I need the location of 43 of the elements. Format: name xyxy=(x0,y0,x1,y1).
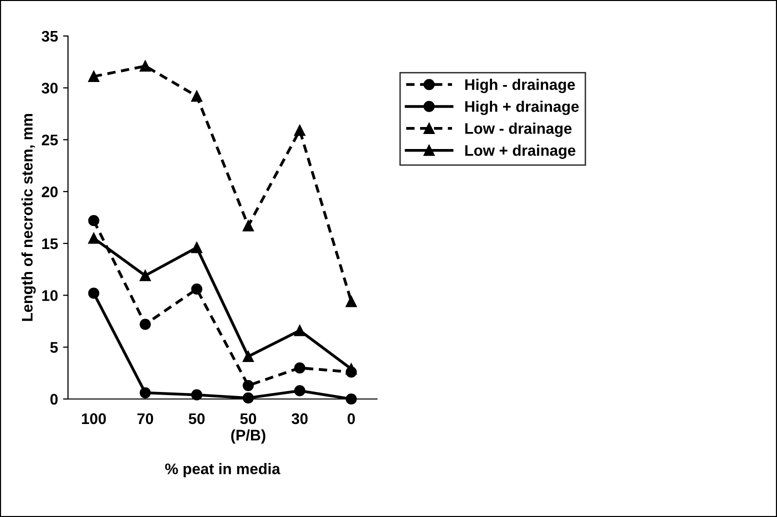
y-tick-label: 0 xyxy=(50,394,58,405)
y-tick-label: 5 xyxy=(50,342,58,353)
x-tick-label: 100 xyxy=(82,413,106,424)
y-tick-label: 35 xyxy=(42,30,58,42)
y-tick-label: 10 xyxy=(42,290,58,301)
point xyxy=(88,215,100,226)
point xyxy=(242,220,254,232)
point xyxy=(191,284,202,295)
point xyxy=(140,318,151,330)
y-tick-label: 20 xyxy=(42,186,58,198)
point xyxy=(140,270,151,282)
point xyxy=(294,362,306,374)
point xyxy=(346,363,357,374)
point xyxy=(191,389,202,400)
point xyxy=(346,296,357,308)
x-tick-label: 70 xyxy=(137,413,154,424)
point xyxy=(191,242,202,254)
point xyxy=(88,232,100,244)
x-tick-label: 0 xyxy=(348,413,355,424)
point xyxy=(294,385,306,396)
legend-label: Low + drainage xyxy=(465,144,576,159)
point xyxy=(88,70,100,82)
y-axis-title: Length of necrotic stem, mm xyxy=(21,114,36,321)
point xyxy=(294,324,306,336)
point xyxy=(140,387,151,398)
x-axis-title: % peat in media xyxy=(165,463,280,478)
point xyxy=(242,350,254,362)
point xyxy=(140,60,151,72)
point xyxy=(242,392,254,404)
y-tick-label: 25 xyxy=(42,134,58,146)
x-tick-label: 50 (P/B) xyxy=(231,413,266,444)
point xyxy=(88,288,100,299)
legend-label: High + drainage xyxy=(465,100,579,116)
legend-label: High - drainage xyxy=(465,78,575,94)
legend-label: Low - drainage xyxy=(465,122,572,137)
point xyxy=(294,124,306,136)
y-tick-label: 15 xyxy=(42,238,58,250)
y-tick-label: 30 xyxy=(42,82,58,94)
x-tick-label: 50 xyxy=(188,413,205,424)
point xyxy=(191,90,202,102)
point xyxy=(346,393,357,405)
point xyxy=(242,380,254,392)
x-tick-label: 30 xyxy=(292,413,308,424)
